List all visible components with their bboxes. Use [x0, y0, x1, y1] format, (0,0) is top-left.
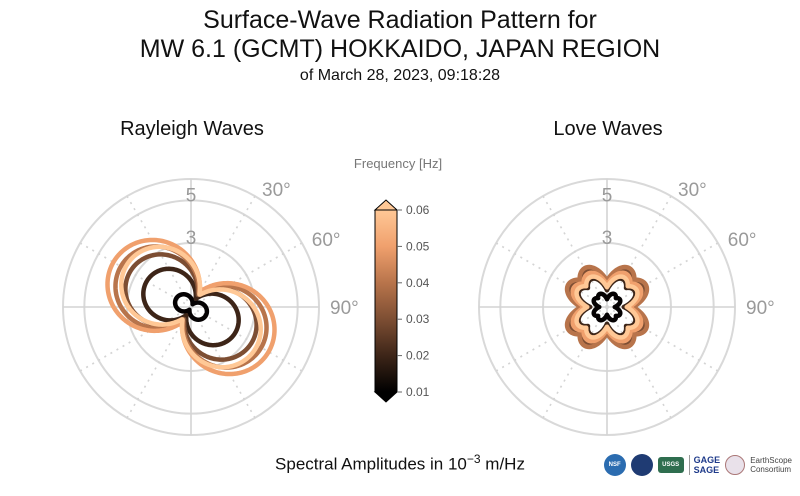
footer-units: Spectral Amplitudes in 10−3 m/Hz [0, 452, 800, 475]
footer-exponent: −3 [466, 452, 481, 466]
colorbar-label: Frequency [Hz] [354, 156, 442, 171]
polar-spoke [495, 242, 608, 308]
usgs-logo: USGS [657, 457, 684, 473]
angle-tick-label: 30° [678, 180, 707, 201]
radial-tick-label: 5 [186, 185, 197, 206]
radial-tick-label: 3 [602, 228, 613, 249]
polar-spoke [190, 306, 303, 372]
colorbar-tick-label: 0.04 [406, 276, 430, 290]
footer-text-after: m/Hz [480, 454, 525, 474]
polar-spoke [606, 195, 672, 308]
polar-spoke [126, 195, 192, 308]
colorbar-tick-label: 0.06 [406, 203, 430, 217]
polar-spoke [606, 306, 719, 372]
radial-tick-label: 5 [602, 185, 613, 206]
angle-tick-label: 60° [728, 230, 757, 251]
polar-spoke [495, 306, 608, 372]
chart-title-line2: MW 6.1 (GCMT) HOKKAIDO, JAPAN REGION [139, 35, 661, 63]
series-curve-0.06 [119, 244, 263, 370]
logos: NSF USGS GAGE SAGE EarthScope Consortium [603, 454, 792, 476]
polar-spoke [79, 242, 192, 308]
colorbar-tick-label: 0.03 [406, 312, 430, 326]
series-curve-0.01 [591, 291, 623, 323]
title-block: Surface-Wave Radiation Pattern for MW 6.… [0, 6, 800, 86]
angle-tick-label: 90° [330, 298, 359, 319]
earthscope-logo: EarthScope Consortium [750, 456, 792, 474]
radial-tick-label: 3 [186, 228, 197, 249]
earthscope-icon [725, 455, 746, 475]
series-curve-0.06 [574, 274, 640, 340]
colorbar-bar [375, 210, 397, 392]
angle-tick-label: 30° [262, 180, 291, 201]
love-polar: 3 5 30° 60° 90° [478, 178, 775, 436]
gage-sage-logo: GAGE SAGE [688, 455, 720, 475]
colorbar-max-extend [373, 199, 399, 211]
polar-spoke [606, 242, 719, 308]
polar-spoke [190, 242, 303, 308]
series-curve-0.01 [172, 292, 210, 322]
footer-base: 10 [447, 454, 467, 474]
nasa-logo [630, 454, 653, 476]
love-title: Love Waves [553, 118, 663, 140]
chart-subtitle: of March 28, 2023, 09:18:28 [299, 67, 501, 84]
nsf-logo: NSF [603, 454, 626, 476]
angle-tick-label: 60° [312, 230, 341, 251]
footer-text-before: Spectral Amplitudes in [275, 454, 448, 474]
rayleigh-title: Rayleigh Waves [120, 118, 264, 140]
colorbar-frame [374, 209, 398, 393]
colorbar-tick-label: 0.05 [406, 239, 430, 253]
polar-spoke [542, 306, 608, 419]
chart-title-line1: Surface-Wave Radiation Pattern for [203, 6, 597, 34]
colorbar-tick-label: 0.01 [406, 385, 430, 399]
angle-tick-label: 90° [746, 298, 775, 319]
colorbar: Frequency [Hz] 0.01 0.02 0.03 0.04 0.05 0.06 [354, 156, 442, 403]
colorbar-tick-label: 0.02 [406, 349, 430, 363]
polar-spoke [79, 306, 192, 372]
rayleigh-polar: 3 5 30° 60° 90° [62, 178, 359, 436]
polar-spoke [190, 306, 256, 419]
polar-spoke [606, 306, 672, 419]
colorbar-min-extend [373, 391, 399, 403]
polar-spoke [542, 195, 608, 308]
series-curve-0.02 [141, 266, 241, 348]
